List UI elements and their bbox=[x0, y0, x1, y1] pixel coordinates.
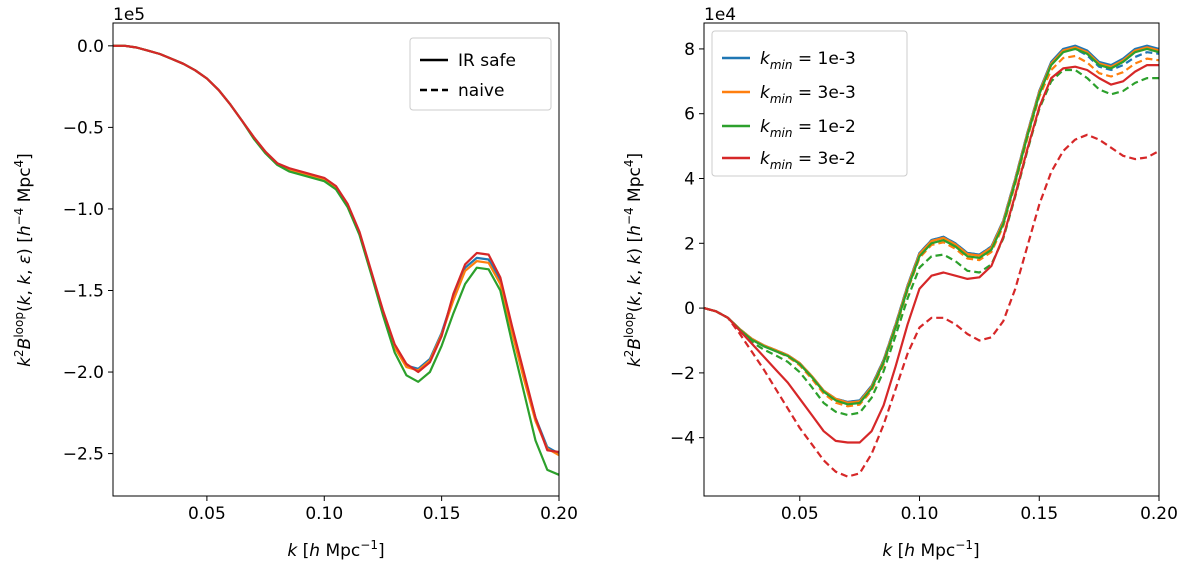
right-series-line-6 bbox=[703, 68, 1159, 417]
left-x-tick-label: 0.05 bbox=[188, 504, 226, 524]
left-axes-frame bbox=[112, 22, 560, 497]
left-x-tick-label: 0.10 bbox=[305, 504, 343, 524]
right-y-axis-label: k2Bloop(k, k, k) [h−4 Mpc4] bbox=[622, 153, 645, 367]
left-y-axis-label: k2Bloop(k, k, ε) [h−4 Mpc4] bbox=[12, 153, 35, 367]
right-series-line-7 bbox=[703, 133, 1160, 478]
legend-label-kmin-1e-3: kmin = 1e-3 bbox=[760, 49, 856, 72]
left-x-tick-label: 0.15 bbox=[423, 504, 461, 524]
left-x-axis-label: k [h Mpc−1] bbox=[287, 538, 384, 561]
right-y-tick-label: 6 bbox=[684, 105, 695, 125]
right-y-ticks: 8 6 4 2 0 −2 −4 bbox=[670, 40, 704, 449]
right-y-tick-label: 0 bbox=[684, 299, 695, 319]
right-y-tick-label: −4 bbox=[670, 429, 695, 449]
left-y-tick-label: −0.5 bbox=[63, 118, 104, 138]
right-x-tick-label: 0.15 bbox=[1020, 504, 1058, 524]
left-y-ticks: 0.0 −0.5 −1.0 −1.5 −2.0 −2.5 bbox=[63, 37, 113, 465]
left-series-line-3 bbox=[113, 44, 560, 454]
legend-label-kmin-1e-2: kmin = 1e-2 bbox=[760, 117, 856, 140]
left-y-tick-label: −1.0 bbox=[63, 200, 104, 220]
legend-label-ir-safe: IR safe bbox=[458, 51, 516, 71]
left-y-tick-label: −1.5 bbox=[63, 281, 104, 301]
right-offset-label: 1e4 bbox=[704, 5, 736, 25]
left-y-tick-label: 0.0 bbox=[77, 37, 104, 57]
right-x-tick-label: 0.20 bbox=[1140, 504, 1178, 524]
right-legend-box bbox=[711, 30, 908, 177]
left-x-ticks: 0.05 0.10 0.15 0.20 bbox=[188, 496, 578, 524]
right-x-tick-label: 0.05 bbox=[781, 504, 819, 524]
left-legend: IR safe naive bbox=[409, 37, 552, 111]
right-y-tick-label: 8 bbox=[684, 40, 695, 60]
right-x-axis-label: k [h Mpc−1] bbox=[882, 538, 979, 561]
left-panel: 0.05 0.10 0.15 0.20 0.0 −0.5 −1.0 −1.5 −2.0 −2.5… bbox=[12, 5, 578, 561]
right-series-lines bbox=[703, 44, 1160, 478]
right-series-line-2 bbox=[703, 47, 1160, 406]
left-y-tick-label: −2.5 bbox=[63, 445, 104, 465]
left-y-tick-label: −2.0 bbox=[63, 363, 104, 383]
right-y-tick-label: 2 bbox=[684, 234, 695, 254]
right-y-tick-label: 4 bbox=[684, 170, 695, 190]
right-series-line-3 bbox=[703, 63, 1159, 444]
left-legend-box bbox=[409, 37, 552, 111]
legend-label-naive: naive bbox=[458, 81, 504, 101]
right-panel: 0.05 0.10 0.15 0.20 8 6 4 2 0 −2 −4 1e4 k [h Mpc−… bbox=[622, 5, 1178, 561]
legend-label-kmin-3e-2: kmin = 3e-2 bbox=[760, 149, 856, 172]
legend-label-kmin-3e-3: kmin = 3e-3 bbox=[760, 83, 856, 106]
right-y-tick-label: −2 bbox=[670, 364, 695, 384]
left-offset-label: 1e5 bbox=[113, 5, 145, 25]
right-legend: kmin = 1e-3 kmin = 3e-3 kmin = 1e-2 kmin… bbox=[711, 30, 908, 177]
left-series-lines bbox=[113, 44, 560, 476]
right-x-tick-label: 0.10 bbox=[901, 504, 939, 524]
right-x-ticks: 0.05 0.10 0.15 0.20 bbox=[781, 496, 1178, 524]
left-x-tick-label: 0.20 bbox=[540, 504, 578, 524]
right-axes-frame bbox=[703, 22, 1160, 497]
